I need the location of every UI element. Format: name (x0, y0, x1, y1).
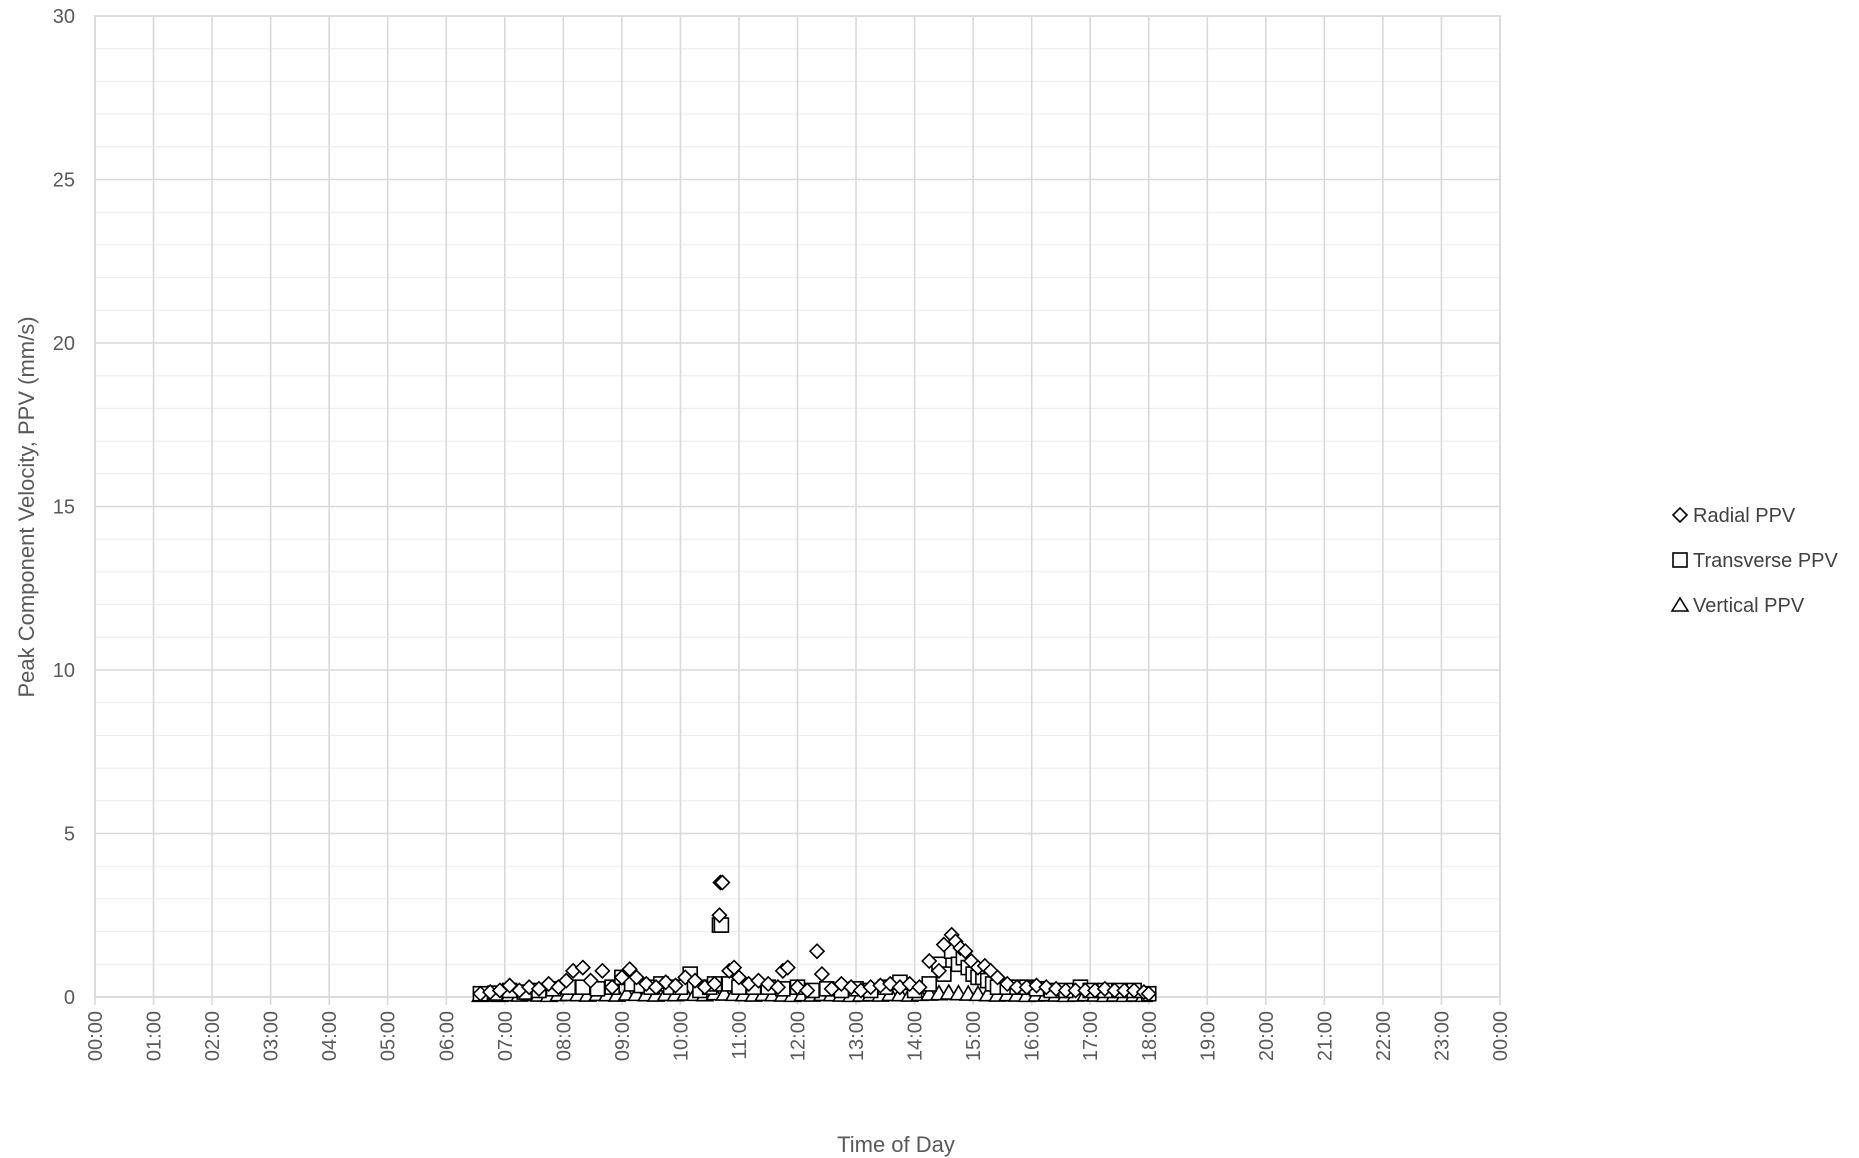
x-tick-label: 20:00 (1256, 1011, 1278, 1061)
radial-ppv-point (730, 969, 748, 986)
x-tick-label: 15:00 (963, 1011, 985, 1061)
radial-ppv-point (628, 969, 645, 986)
x-tick-label: 00:00 (1490, 1011, 1512, 1061)
radial-ppv-point (714, 874, 731, 891)
x-tick-label: 09:00 (612, 1011, 634, 1061)
legend-label-vertical: Vertical PPV (1693, 595, 1805, 617)
radial-ppv-point (799, 982, 816, 999)
legend-item-transverse: Transverse PPV (1672, 550, 1839, 572)
radial-ppv-point (594, 962, 611, 979)
x-tick-label: 04:00 (319, 1011, 341, 1061)
radial-ppv-point (574, 959, 591, 976)
x-tick-label: 00:00 (85, 1011, 107, 1061)
radial-ppv-point (706, 975, 723, 993)
radial-ppv-point (613, 969, 631, 986)
x-tick-label: 07:00 (495, 1011, 517, 1061)
legend-label-radial: Radial PPV (1693, 505, 1796, 527)
radial-ppv-point (603, 979, 621, 996)
y-tick-label: 25 (53, 170, 75, 192)
x-tick-label: 01:00 (144, 1011, 166, 1061)
x-tick-label: 05:00 (378, 1011, 400, 1061)
chart-gridlines (94, 15, 1501, 1005)
x-tick-label: 11:00 (729, 1011, 751, 1060)
x-tick-label: 10:00 (670, 1011, 692, 1061)
legend-marker-triangle-icon (1670, 596, 1690, 612)
radial-ppv-point (1140, 985, 1157, 1002)
radial-ppv-point (957, 943, 974, 960)
legend-marker-square-icon (1672, 552, 1688, 568)
radial-ppv-point (1047, 980, 1065, 997)
x-tick-label: 23:00 (1431, 1011, 1453, 1061)
y-tick-label: 30 (53, 6, 75, 28)
x-tick-label: 16:00 (1022, 1011, 1044, 1061)
radial-ppv-point (686, 972, 704, 989)
x-tick-label: 12:00 (788, 1011, 810, 1061)
radial-ppv-point (989, 969, 1006, 986)
radial-ppv-point (582, 972, 599, 989)
x-tick-label: 17:00 (1080, 1011, 1102, 1061)
series-layer (471, 874, 1157, 1003)
y-tick-label: 15 (53, 497, 75, 519)
x-tick-label: 02:00 (202, 1011, 224, 1061)
radial-ppv-point (711, 907, 728, 924)
radial-ppv-point (921, 952, 938, 970)
x-axis-title: Time of Day (837, 1132, 955, 1157)
y-axis-tick-labels: 0 5 10 15 20 25 30 (53, 6, 75, 1009)
radial-ppv-point (901, 975, 918, 993)
radial-ppv-point (808, 943, 826, 960)
legend-item-vertical: Vertical PPV (1670, 595, 1805, 617)
legend-item-radial: Radial PPV (1671, 505, 1796, 527)
radial-ppv-point (813, 965, 831, 983)
legend-marker-diamond-icon (1671, 506, 1689, 524)
y-axis-title: Peak Component Velocity, PPV (mm/s) (14, 316, 39, 697)
x-tick-label: 03:00 (261, 1011, 283, 1061)
radial-ppv-point (667, 977, 684, 994)
radial-ppv-point (1028, 977, 1045, 994)
x-tick-label: 13:00 (846, 1011, 868, 1061)
radial-ppv-point (540, 975, 557, 993)
x-tick-label: 18:00 (1139, 1011, 1161, 1061)
x-axis-tick-labels: 00:00 01:00 02:00 03:00 04:00 05:00 06:00 07:00… (85, 1011, 1512, 1061)
x-tick-label: 22:00 (1373, 1011, 1395, 1061)
series-diamond (472, 874, 1157, 1002)
radial-ppv-point (911, 979, 928, 996)
radial-ppv-point (558, 972, 575, 989)
x-tick-label: 19:00 (1197, 1011, 1219, 1061)
legend-label-transverse: Transverse PPV (1693, 550, 1839, 572)
y-tick-label: 20 (53, 333, 75, 355)
radial-ppv-point (769, 979, 787, 996)
y-tick-label: 10 (53, 660, 75, 682)
x-tick-label: 08:00 (553, 1011, 575, 1061)
chart-legend: Radial PPV Transverse PPV Vertical PPV (1670, 505, 1839, 617)
y-tick-label: 0 (64, 987, 75, 1009)
radial-ppv-point (779, 959, 796, 976)
x-tick-label: 21:00 (1314, 1011, 1336, 1061)
radial-ppv-point (930, 962, 948, 979)
x-tick-label: 14:00 (905, 1011, 927, 1061)
x-tick-label: 06:00 (436, 1011, 458, 1061)
y-tick-label: 5 (64, 824, 75, 846)
